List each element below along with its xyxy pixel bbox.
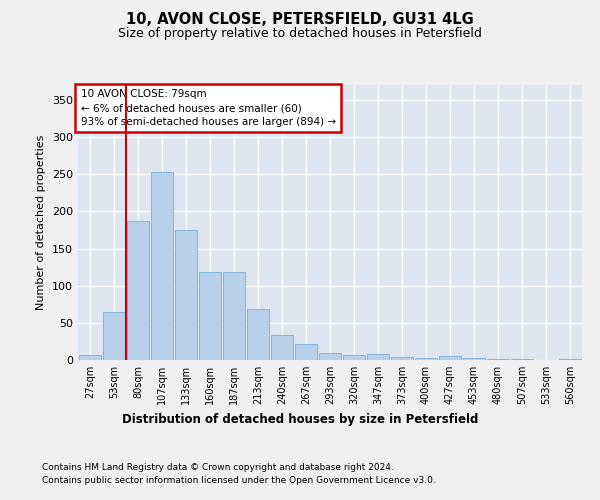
Bar xyxy=(79,355,101,360)
Bar xyxy=(271,336,293,360)
Text: Contains HM Land Registry data © Crown copyright and database right 2024.: Contains HM Land Registry data © Crown c… xyxy=(42,462,394,471)
Bar xyxy=(199,272,221,360)
Bar xyxy=(319,354,341,360)
Bar xyxy=(367,354,389,360)
Text: 10, AVON CLOSE, PETERSFIELD, GU31 4LG: 10, AVON CLOSE, PETERSFIELD, GU31 4LG xyxy=(126,12,474,28)
Y-axis label: Number of detached properties: Number of detached properties xyxy=(37,135,46,310)
Bar xyxy=(439,356,461,360)
Bar xyxy=(223,272,245,360)
Text: Distribution of detached houses by size in Petersfield: Distribution of detached houses by size … xyxy=(122,412,478,426)
Bar xyxy=(559,358,581,360)
Bar xyxy=(343,355,365,360)
Bar xyxy=(175,230,197,360)
Text: 10 AVON CLOSE: 79sqm
← 6% of detached houses are smaller (60)
93% of semi-detach: 10 AVON CLOSE: 79sqm ← 6% of detached ho… xyxy=(80,89,335,127)
Text: Size of property relative to detached houses in Petersfield: Size of property relative to detached ho… xyxy=(118,28,482,40)
Bar xyxy=(103,312,125,360)
Bar xyxy=(463,358,485,360)
Text: Contains public sector information licensed under the Open Government Licence v3: Contains public sector information licen… xyxy=(42,476,436,485)
Bar xyxy=(151,172,173,360)
Bar xyxy=(415,358,437,360)
Bar xyxy=(487,358,509,360)
Bar xyxy=(247,308,269,360)
Bar xyxy=(391,357,413,360)
Bar xyxy=(295,344,317,360)
Bar xyxy=(127,221,149,360)
